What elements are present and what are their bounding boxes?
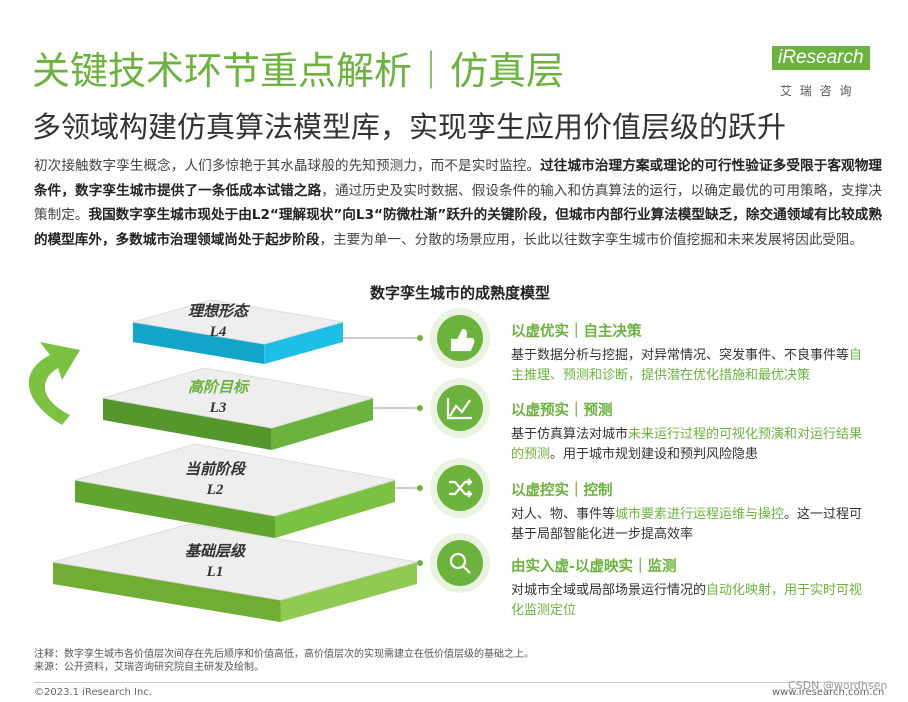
item-body-segment: 未来运行过程的可视化预演和对运行结果的预测 (511, 427, 863, 462)
website: www.iresearch.com.cn (772, 687, 885, 698)
item-body-segment: 自动化映射，用于实时可视化监测定位 (511, 583, 863, 618)
icon-circle (437, 385, 483, 431)
slab-left-face (133, 322, 265, 364)
item-body: 基于仿真算法对城市未来运行过程的可视化预演和对运行结果的预测。用于城市规划建设和… (511, 425, 866, 465)
level-name: 当前阶段 (185, 460, 247, 478)
item-body-segment: 基于仿真算法对城市 (511, 427, 629, 442)
copyright: ©2023.1 iResearch Inc. (34, 687, 152, 698)
footer-rule (34, 682, 880, 683)
item-body: 基于数据分析与挖掘，对异常情况、突发事件、不良事件等自主推理、预测和诊断，提供潜… (511, 346, 866, 386)
level-name: 理想形态 (188, 302, 251, 320)
slab-right-face (264, 322, 343, 364)
subtitle: 多领域构建仿真算法模型库，实现孪生应用价值层级的跃升 (32, 110, 787, 144)
icon (449, 478, 473, 498)
item-body-segment: 。用于城市规划建设和预判风险隐患 (550, 447, 759, 462)
title: 关键技术环节重点解析｜仿真层 (32, 49, 565, 93)
icon (446, 398, 472, 420)
intro-segment: 初次接触数字孪生概念，人们多惊艳于其水晶球般的先知预测力，而不是实时监控。 (34, 158, 541, 174)
note: 注释：数字孪生城市各价值层次间存在先后顺序和价值高低，高价值层次的实现需建立在低… (34, 649, 534, 660)
slab-right-face (271, 398, 373, 450)
connector-dot (417, 405, 423, 411)
intro-segment: ，主要为单一、分散的场景应用，长此以往数字孪生城市价值挖掘和未来发展将因此受阻。 (319, 231, 864, 248)
item-heading: 以虚预实｜预测 (511, 403, 613, 419)
note: 来源：公开资料，艾瑞咨询研究院自主研发及绘制。 (34, 662, 264, 673)
slab-left-face (53, 562, 281, 622)
icon-circle (437, 540, 483, 586)
item-body-segment: 。这一过程可基于局部智能化进一步提高效率 (511, 507, 863, 542)
icon (450, 328, 475, 352)
cycle-arrow (28, 342, 80, 425)
slab-right-face (275, 480, 395, 538)
item-heading: 以虚控实｜控制 (511, 483, 613, 499)
item-heading: 由实入虚-以虚映实｜监测 (511, 559, 677, 575)
item-body-segment: 基于数据分析与挖掘，对异常情况、突发事件、不良事件等 (511, 348, 850, 363)
item-body-segment: 自主推理、预测和诊断，提供潜在优化措施和最优决策 (511, 348, 863, 383)
level-code: L3 (209, 400, 227, 416)
slab-left-face (75, 480, 275, 538)
level-code: L4 (209, 324, 227, 340)
logo-text: 艾 瑞 咨 询 (780, 84, 854, 98)
level-name: 基础层级 (185, 542, 247, 560)
item-body-segment: 对人、物、事件等 (511, 507, 616, 522)
maturity-diagram: 基础层级 L1 当前阶段 L2 高阶目标 L3 理想形态 L4 (28, 299, 490, 622)
watermark: CSDN @wordhsen (788, 679, 888, 692)
item-body: 对人、物、事件等城市要素进行运程运维与操控。这一过程可基于局部智能化进一步提高效… (511, 505, 866, 545)
logo: iResearch (772, 46, 870, 70)
item-body-segment: 对城市全域或局部场景运行情况的 (511, 583, 707, 598)
intro-paragraph: 初次接触数字孪生概念，人们多惊艳于其水晶球般的先知预测力，而不是实时监控。过往城… (34, 154, 882, 252)
slab-top (102, 367, 374, 429)
item-body-segment: 城市要素进行运程运维与操控 (615, 507, 785, 522)
notes: 注释：数字孪生城市各价值层次间存在先后顺序和价值高低，高价值层次的实现需建立在低… (34, 648, 534, 674)
slab-right-face (280, 562, 417, 622)
connector-dot (417, 560, 423, 566)
level-code: L1 (206, 564, 224, 580)
level-code: L2 (206, 482, 224, 498)
connector-dot (417, 335, 423, 341)
connector-dot (417, 485, 423, 491)
diagram-title: 数字孪生城市的成熟度模型 (369, 284, 550, 302)
level-name: 高阶目标 (188, 378, 250, 396)
slab-left-face (103, 398, 272, 450)
intro-segment: 我国数字孪生城市现处于由L2“理解现状”向L3“防微杜渐”跃升的关键阶段，但城市… (34, 207, 882, 248)
item-body: 对城市全域或局部场景运行情况的自动化映射，用于实时可视化监测定位 (511, 581, 866, 621)
slab-top (132, 299, 344, 345)
intro-segment: 过往城市治理方案或理论的可行性验证多受限于客观物理条件，数字孪生城市提供了一条低… (34, 158, 883, 199)
intro-segment: ，通过历史及实时数据、假设条件的输入和仿真算法的运行，以确定最优的可用策略，支撑… (34, 182, 883, 224)
item-heading: 以虚优实｜自主决策 (511, 324, 642, 340)
slab-top (52, 523, 418, 601)
icon (449, 552, 471, 574)
slab-top (74, 443, 396, 517)
